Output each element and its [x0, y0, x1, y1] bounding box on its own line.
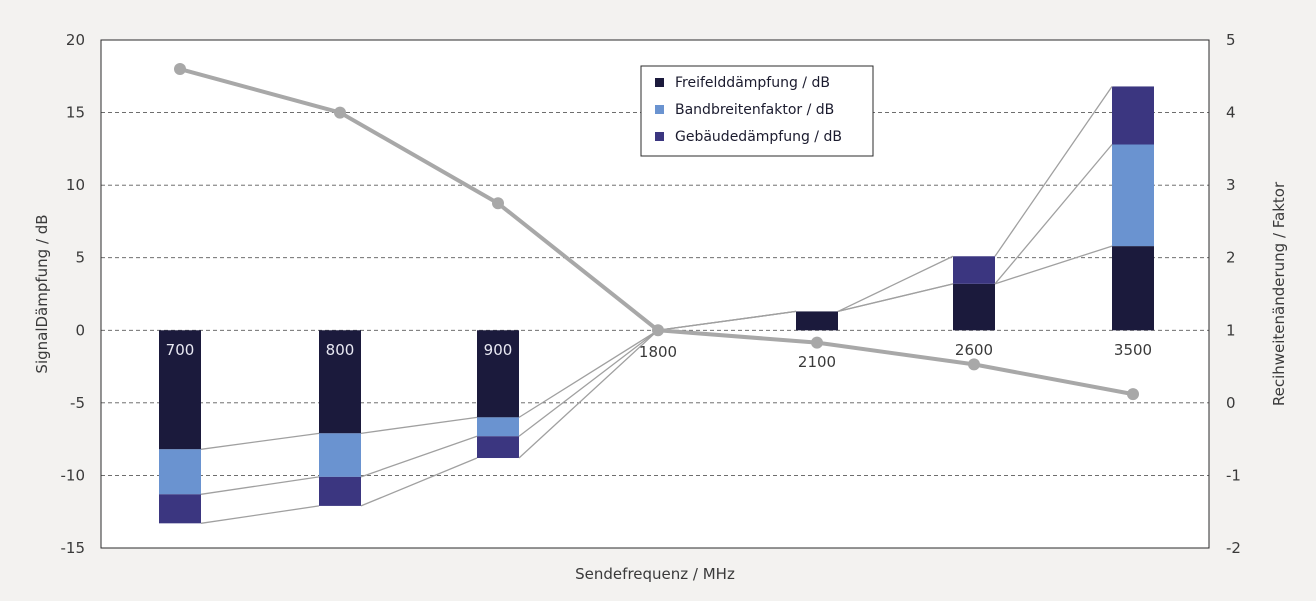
bar-segment-freifelddaempfung — [796, 311, 838, 331]
bars — [159, 86, 1154, 524]
bar-segment-bandbreitenfaktor — [159, 449, 201, 495]
bar-segment-gebaeudedaempfung — [477, 436, 519, 459]
bar-segment-gebaeudedaempfung — [1112, 86, 1154, 145]
connector-line — [360, 457, 478, 507]
connector-line — [518, 329, 659, 418]
bar-segment-gebaeudedaempfung — [319, 476, 361, 506]
bar-segment-freifelddaempfung — [159, 330, 201, 450]
y-tick-label: 5 — [75, 249, 85, 267]
connector-line — [837, 255, 954, 313]
category-label: 2100 — [798, 353, 836, 371]
legend-swatch-gebaeudedaempfung — [655, 132, 664, 141]
legend-label-freifelddaempfung: Freifelddämpfung / dB — [675, 75, 830, 91]
range-factor-marker — [652, 324, 664, 337]
y2-axis-ticks: 5 4 3 2 1 0 -1 -2 — [1226, 31, 1241, 557]
legend-box — [640, 65, 874, 157]
range-factor-marker — [174, 63, 186, 76]
bar-segment-freifelddaempfung — [1112, 246, 1154, 331]
bar-segment-freifelddaempfung — [477, 330, 519, 418]
legend-label-gebaeudedaempfung: Gebäudedämpfung / dB — [675, 129, 842, 145]
category-labels: 700 800 900 1800 2100 2600 3500 — [166, 341, 1152, 371]
bar-segment-freifelddaempfung — [319, 330, 361, 434]
connector-line — [518, 329, 659, 437]
connector-line — [200, 505, 320, 524]
legend-label-bandbreitenfaktor: Bandbreitenfaktor / dB — [675, 102, 834, 118]
y-tick-label: 10 — [66, 176, 85, 194]
x-axis-title: Sendefrequenz / MHz — [575, 565, 735, 583]
range-factor-marker — [968, 358, 980, 371]
connector-lines — [200, 86, 1113, 524]
connector-line — [994, 245, 1113, 285]
legend-swatch-freifelddaempfung — [655, 78, 664, 87]
y-tick-label: 20 — [66, 31, 85, 49]
y-axis-ticks: 20 15 10 5 0 -5 -10 -15 — [61, 31, 86, 557]
connector-line — [200, 432, 320, 450]
bar-segment-gebaeudedaempfung — [159, 494, 201, 524]
y2-axis-title: Recihweitenänderung / Faktor — [1270, 181, 1288, 406]
y2-tick-label: 4 — [1226, 104, 1236, 122]
connector-line — [360, 435, 478, 478]
connector-line — [837, 283, 954, 313]
connector-line — [200, 476, 320, 495]
category-label: 1800 — [639, 343, 677, 361]
plot-frame — [100, 39, 1210, 549]
category-label: 900 — [484, 341, 513, 359]
y2-tick-label: -2 — [1226, 539, 1241, 557]
legend: Freifelddämpfung / dB Bandbreitenfaktor … — [640, 65, 874, 157]
legend-swatch-bandbreitenfaktor — [655, 105, 664, 114]
y2-tick-label: 1 — [1226, 321, 1236, 339]
y-tick-label: -10 — [61, 466, 86, 484]
category-label: 3500 — [1114, 341, 1152, 359]
y2-tick-label: 2 — [1226, 249, 1236, 267]
y2-tick-label: -1 — [1226, 466, 1241, 484]
y2-tick-label: 5 — [1226, 31, 1236, 49]
bar-segment-gebaeudedaempfung — [953, 256, 995, 284]
connector-line — [657, 310, 797, 331]
category-label: 700 — [166, 341, 195, 359]
range-factor-line — [174, 63, 1139, 401]
range-factor-marker — [492, 197, 504, 210]
y-tick-label: -5 — [70, 394, 85, 412]
y-tick-label: -15 — [61, 539, 86, 557]
connector-line — [518, 329, 659, 459]
bar-segment-bandbreitenfaktor — [319, 433, 361, 477]
category-label: 2600 — [955, 341, 993, 359]
category-label: 800 — [326, 341, 355, 359]
y2-tick-label: 3 — [1226, 176, 1236, 194]
connector-line — [994, 144, 1113, 285]
bar-segment-bandbreitenfaktor — [477, 417, 519, 437]
y2-tick-label: 0 — [1226, 394, 1236, 412]
y-tick-label: 15 — [66, 104, 85, 122]
range-factor-marker — [334, 106, 346, 119]
y-axis-title: SignalDämpfung / dB — [33, 214, 51, 373]
y-tick-label: 0 — [75, 321, 85, 339]
connector-line — [360, 416, 478, 434]
connector-line — [994, 86, 1113, 257]
range-factor-marker — [1127, 388, 1139, 401]
range-factor-marker — [811, 336, 823, 349]
bar-segment-freifelddaempfung — [953, 283, 995, 331]
bar-segment-bandbreitenfaktor — [1112, 144, 1154, 247]
